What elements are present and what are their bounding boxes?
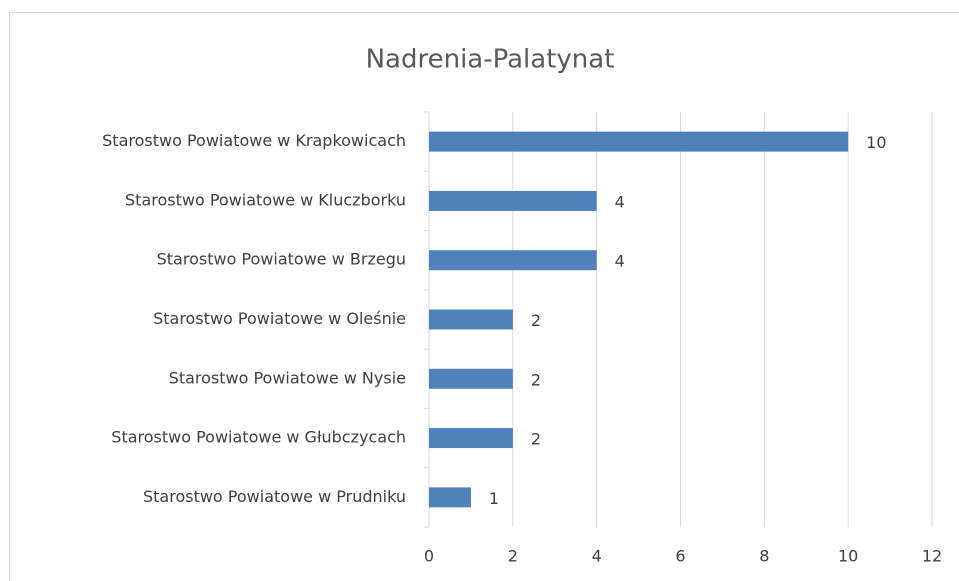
- x-tick-label: 2: [508, 547, 518, 566]
- x-tick-label: 12: [922, 547, 942, 566]
- chart-frame: [9, 12, 959, 581]
- y-tick-label: Starostwo Powiatowe w Brzegu: [157, 250, 406, 269]
- data-label: 2: [531, 430, 541, 449]
- x-tick-label: 10: [838, 547, 858, 566]
- x-tick-label: 4: [592, 547, 602, 566]
- data-label: 2: [531, 311, 541, 330]
- x-tick-label: 0: [424, 547, 434, 566]
- x-tick-label: 8: [759, 547, 769, 566]
- data-label: 1: [489, 489, 499, 508]
- bar: [429, 250, 597, 271]
- bar: [429, 487, 471, 508]
- bar: [429, 428, 513, 449]
- data-label: 10: [866, 133, 886, 152]
- y-tick-label: Starostwo Powiatowe w Nysie: [169, 368, 406, 387]
- x-tick-label: 6: [675, 547, 685, 566]
- data-label: 4: [615, 192, 625, 211]
- bar: [429, 368, 513, 389]
- y-tick-label: Starostwo Powiatowe w Prudniku: [143, 487, 406, 506]
- y-tick-label: Starostwo Powiatowe w Głubczycach: [111, 428, 406, 447]
- bar: [429, 131, 849, 152]
- data-label: 4: [615, 252, 625, 271]
- data-label: 2: [531, 370, 541, 389]
- y-tick-label: Starostwo Powiatowe w Kluczborku: [125, 190, 406, 209]
- bar: [429, 190, 597, 211]
- y-tick-label: Starostwo Powiatowe w Oleśnie: [153, 309, 406, 328]
- chart-title: Nadrenia-Palatynat: [366, 45, 615, 75]
- bar: [429, 309, 513, 330]
- y-tick-label: Starostwo Powiatowe w Krapkowicach: [102, 131, 406, 150]
